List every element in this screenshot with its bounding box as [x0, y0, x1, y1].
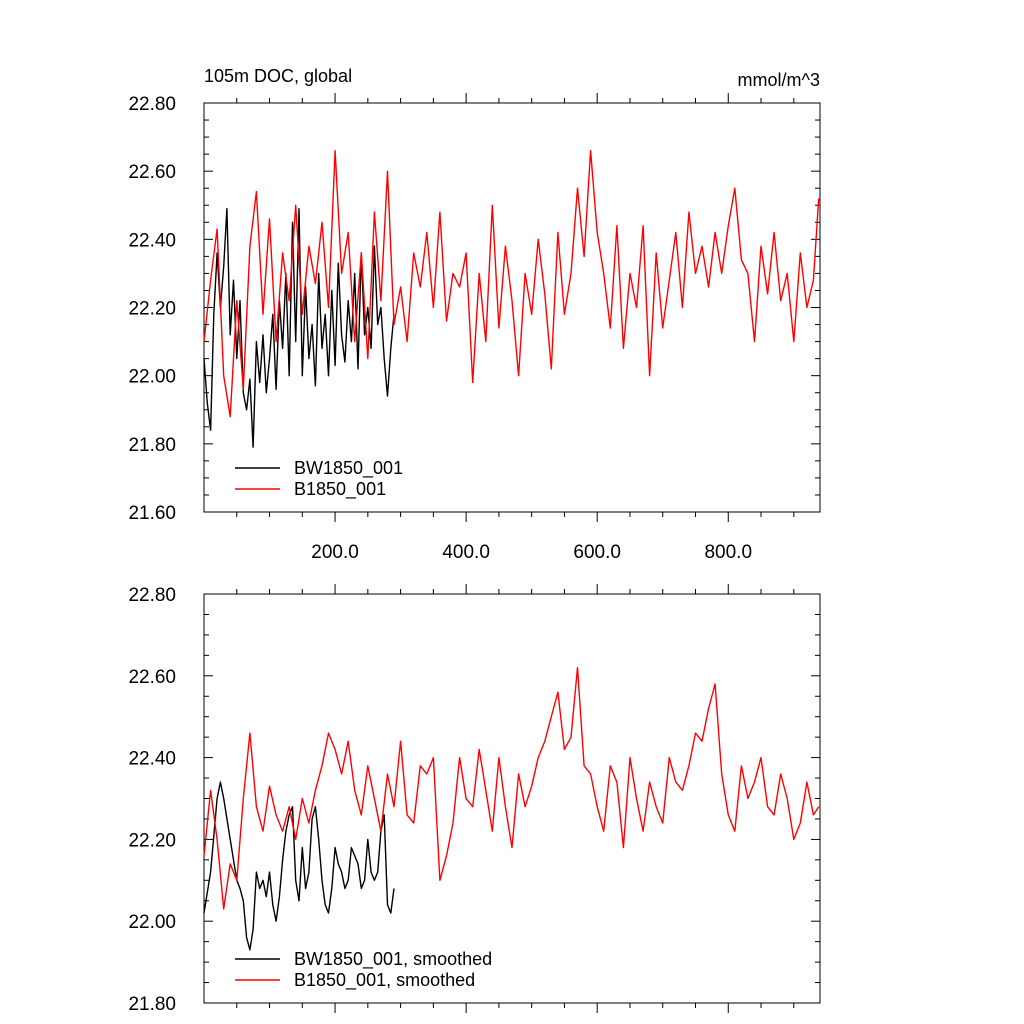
y-tick-label: 21.80	[128, 435, 176, 456]
y-tick-label: 22.80	[128, 94, 176, 115]
x-tick-label: 600.0	[573, 542, 621, 563]
plot-frame	[203, 593, 821, 1004]
y-tick-label: 22.60	[128, 162, 176, 183]
y-tick-label: 22.00	[128, 367, 176, 388]
y-tick-label: 22.20	[128, 830, 176, 851]
series-lines	[203, 149, 820, 448]
x-tick-label: 200.0	[311, 542, 359, 563]
legend-label: BW1850_001, smoothed	[294, 949, 492, 970]
legend-label: BW1850_001	[294, 458, 403, 479]
series-line	[203, 781, 395, 951]
x-tick-label: 400.0	[442, 542, 490, 563]
y-tick-label: 21.60	[128, 503, 176, 524]
y-axis: 21.60 21.80 22.00 22.20 22.40 22.60 22.80	[128, 94, 820, 524]
y-axis: 21.80 22.00 22.20 22.40 22.60 22.80	[128, 585, 820, 1015]
y-tick-label: 22.80	[128, 585, 176, 606]
y-tick-label: 22.60	[128, 667, 176, 688]
y-tick-label: 22.40	[128, 230, 176, 251]
y-tick-label: 22.20	[128, 299, 176, 320]
units-label: mmol/m^3	[738, 70, 820, 90]
top-panel: 105m DOC, global mmol/m^3 21.60 21.80 22.0…	[128, 66, 821, 563]
series-line	[203, 149, 820, 418]
x-tick-label: 800.0	[704, 542, 752, 563]
y-tick-label: 22.00	[128, 912, 176, 933]
bottom-panel: 21.80 22.00 22.20 22.40 22.60 22.80 BW1850_00…	[128, 584, 821, 1015]
series-lines	[203, 666, 820, 951]
x-axis: 200.0 400.0 600.0 800.0	[236, 93, 795, 563]
legend-label: B1850_001, smoothed	[294, 970, 475, 991]
legend-label: B1850_001	[294, 479, 386, 500]
x-axis	[236, 584, 795, 1013]
y-tick-label: 21.80	[128, 994, 176, 1015]
y-tick-label: 22.40	[128, 749, 176, 770]
panel-title: 105m DOC, global	[204, 66, 352, 86]
series-line	[203, 666, 820, 910]
